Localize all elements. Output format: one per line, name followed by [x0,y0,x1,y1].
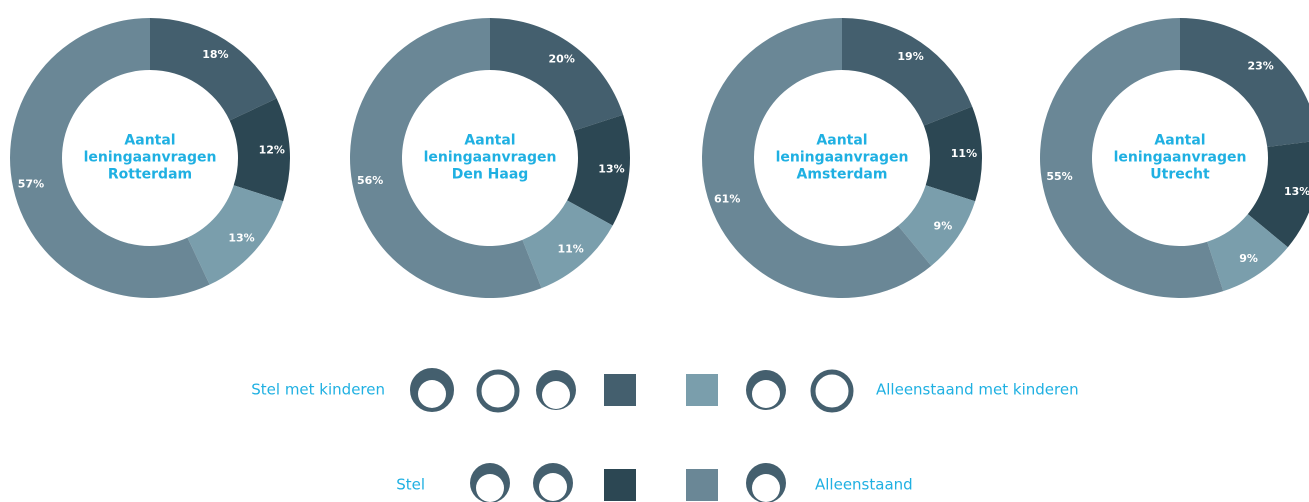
legend-label: Alleenstaand [815,476,913,494]
donut-segment [1180,18,1309,147]
value-label: 18% [202,48,228,61]
legend-swatch [604,374,636,406]
donut-segment [522,200,613,289]
value-label: 23% [1248,59,1274,72]
donut-title: Aantal leningaanvragen Den Haag [423,132,557,183]
legend-label: Alleenstaand met kinderen [876,381,1079,399]
donut-segment [1207,214,1288,292]
value-label: 11% [951,147,977,160]
donut-segment [567,114,630,226]
value-label: 57% [18,178,44,191]
donut-segment [702,18,932,298]
value-label: 20% [549,52,575,65]
donut-segment [350,18,542,298]
legend-swatch [686,469,718,501]
donut-segment [150,18,277,121]
value-label: 12% [259,143,285,156]
legend-swatch [686,374,718,406]
donut-segment [898,185,976,266]
value-label: 61% [714,192,740,205]
donut-segment [1040,18,1224,298]
donut-title: Aantal leningaanvragen Amsterdam [775,132,909,183]
donut-segment [842,18,973,126]
donut-segment [490,18,624,131]
donut-segment [9,18,210,298]
value-label: 13% [598,162,624,175]
legend-swatch [604,469,636,501]
legend-label: Stel [396,476,425,494]
value-label: 56% [357,174,383,187]
value-label: 19% [897,50,923,63]
value-label: 13% [1284,185,1309,198]
donut-segment [229,98,290,202]
legend-icons [410,368,854,502]
value-label: 11% [558,243,584,256]
donut-segment [1247,141,1309,248]
donut-title: Aantal leningaanvragen Utrecht [1113,132,1247,183]
donut-segment [923,106,983,202]
donut-segment [187,185,284,285]
value-label: 9% [1239,252,1258,265]
value-label: 9% [934,220,953,233]
value-label: 13% [228,232,254,245]
donut-title: Aantal leningaanvragen Rotterdam [83,132,217,183]
legend-label: Stel met kinderen [251,381,385,399]
value-label: 55% [1046,170,1072,183]
